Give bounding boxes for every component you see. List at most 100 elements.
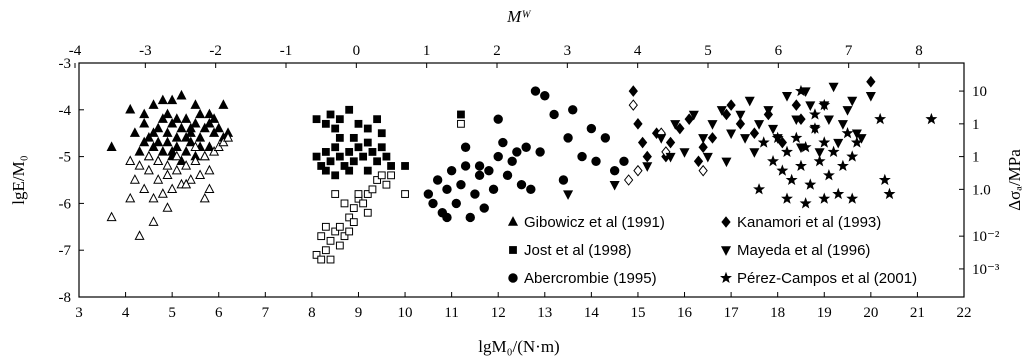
data-point bbox=[167, 183, 178, 194]
data-point bbox=[354, 190, 363, 198]
data-point bbox=[331, 227, 340, 236]
data-point bbox=[162, 169, 173, 180]
data-point bbox=[526, 184, 536, 195]
data-point bbox=[218, 99, 229, 109]
data-point bbox=[628, 85, 638, 97]
data-point bbox=[818, 98, 831, 111]
data-point bbox=[763, 106, 774, 116]
data-point bbox=[335, 222, 344, 231]
data-point bbox=[846, 150, 859, 162]
data-point bbox=[139, 136, 150, 147]
data-point bbox=[143, 164, 154, 175]
x-tick-label-top: 2 bbox=[493, 43, 501, 59]
legend-item: Abercrombie (1995) bbox=[508, 270, 657, 287]
data-point bbox=[167, 117, 178, 128]
data-point bbox=[818, 192, 831, 204]
data-point bbox=[349, 204, 358, 212]
x-tick-label-bottom: 21 bbox=[910, 305, 925, 321]
data-point bbox=[808, 108, 821, 120]
data-point bbox=[790, 131, 803, 143]
data-point bbox=[767, 155, 779, 167]
y-tick-label-right: 10 bbox=[972, 84, 987, 100]
data-point bbox=[785, 173, 798, 186]
y-tick-label-right: 10⁻³ bbox=[972, 262, 1000, 278]
data-point bbox=[842, 106, 853, 116]
data-point bbox=[363, 124, 372, 133]
legend-label: Abercrombie (1995) bbox=[524, 270, 657, 287]
legend-item: Pérez-Campos et al (2001) bbox=[720, 270, 917, 287]
data-point bbox=[716, 106, 727, 116]
x-tick-label-bottom: 16 bbox=[677, 305, 693, 321]
data-point bbox=[340, 162, 349, 170]
data-point bbox=[791, 99, 801, 111]
data-point bbox=[474, 170, 485, 181]
data-point bbox=[781, 92, 793, 102]
data-point bbox=[190, 99, 201, 109]
data-point bbox=[498, 137, 508, 148]
data-point bbox=[359, 152, 368, 161]
data-point bbox=[799, 197, 812, 209]
data-point bbox=[707, 132, 718, 144]
data-point bbox=[656, 134, 667, 144]
legend-label: Jost et al (1998) bbox=[524, 242, 632, 259]
data-point bbox=[665, 152, 676, 163]
data-point bbox=[633, 164, 643, 177]
data-point bbox=[828, 82, 839, 93]
data-point bbox=[312, 250, 321, 259]
data-point bbox=[106, 141, 117, 151]
data-point bbox=[139, 117, 150, 128]
legend-item: Jost et al (1998) bbox=[509, 242, 632, 259]
data-point bbox=[204, 117, 215, 128]
x-axis-label-top: Mᵂ bbox=[506, 7, 531, 26]
data-point bbox=[813, 155, 826, 167]
data-point bbox=[771, 131, 784, 143]
data-point bbox=[507, 156, 517, 166]
data-point bbox=[312, 115, 321, 124]
data-point bbox=[143, 132, 154, 142]
data-point bbox=[368, 148, 377, 156]
data-point bbox=[199, 192, 210, 203]
data-point bbox=[340, 199, 349, 208]
data-point bbox=[563, 190, 574, 200]
data-point bbox=[345, 148, 354, 156]
data-point bbox=[106, 211, 117, 222]
data-point bbox=[134, 160, 145, 170]
x-tick-label-bottom: 4 bbox=[122, 305, 130, 321]
data-point bbox=[181, 146, 192, 156]
data-point bbox=[167, 146, 178, 156]
data-point bbox=[457, 110, 465, 119]
data-point bbox=[670, 120, 681, 130]
data-point bbox=[767, 124, 779, 135]
data-point bbox=[628, 99, 638, 111]
data-point bbox=[195, 108, 206, 119]
data-point bbox=[609, 180, 620, 191]
data-point bbox=[833, 138, 844, 149]
x-axis-label-bottom: lgM₀/(N·m) bbox=[478, 337, 559, 356]
data-point bbox=[125, 192, 136, 203]
data-point bbox=[213, 122, 224, 133]
data-point bbox=[832, 187, 845, 200]
data-point bbox=[488, 184, 499, 195]
data-point bbox=[195, 132, 206, 142]
y-tick-label-right: 1 bbox=[972, 150, 980, 166]
data-point bbox=[321, 246, 330, 255]
data-point bbox=[204, 164, 215, 175]
data-point bbox=[209, 127, 220, 137]
data-point bbox=[148, 99, 159, 109]
data-point bbox=[176, 155, 187, 165]
data-point bbox=[185, 122, 196, 133]
legend-label: Kanamori et al (1993) bbox=[737, 214, 881, 231]
legend: Gibowicz et al (1991) Kanamori et al (199… bbox=[507, 214, 917, 287]
data-point bbox=[223, 132, 234, 142]
data-point bbox=[153, 155, 164, 165]
data-point bbox=[457, 119, 465, 128]
data-point bbox=[479, 203, 489, 213]
data-point bbox=[209, 146, 220, 156]
data-point bbox=[808, 122, 821, 134]
x-tick-label-bottom: 22 bbox=[957, 305, 972, 321]
data-point bbox=[865, 92, 876, 102]
data-point bbox=[446, 165, 457, 176]
y-tick-label-left: -6 bbox=[59, 196, 72, 212]
data-point bbox=[162, 108, 173, 119]
